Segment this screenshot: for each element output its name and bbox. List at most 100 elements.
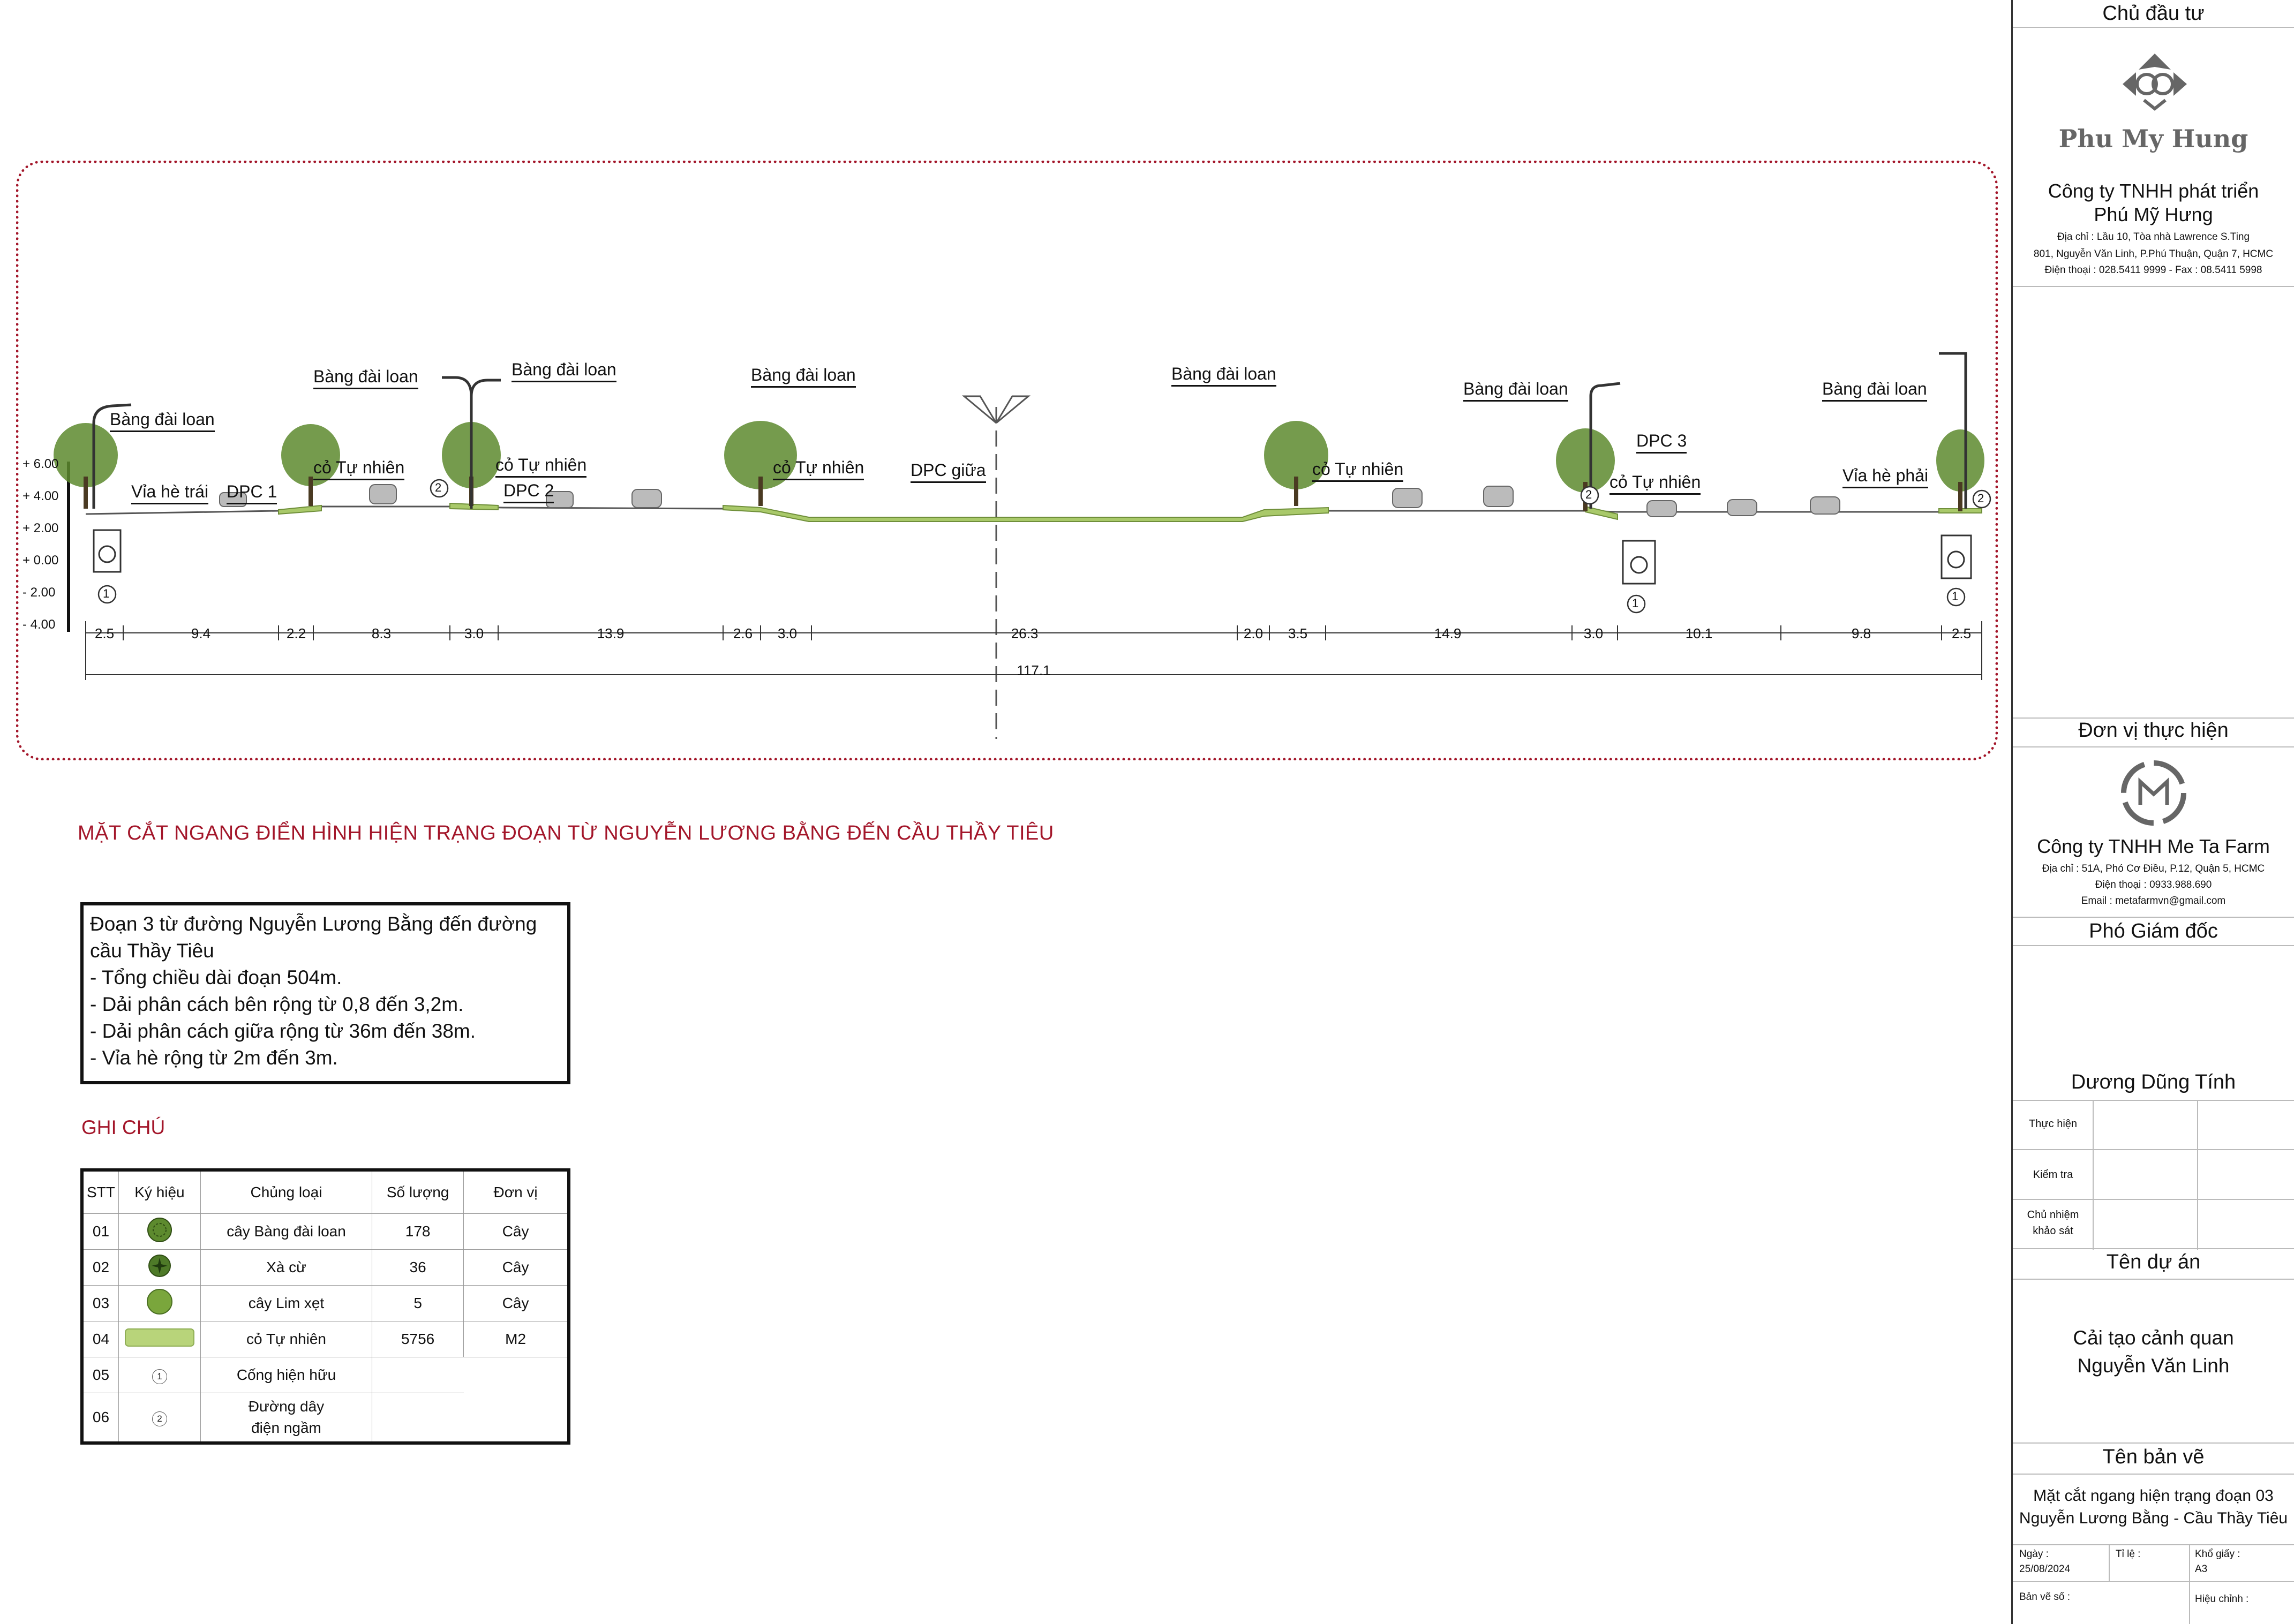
grass-label: cỏ Tự nhiên bbox=[773, 458, 864, 480]
row-stt: 01 bbox=[81, 1213, 119, 1250]
tree-label: Bàng đài loan bbox=[1171, 364, 1276, 387]
header-don-vi: Đơn vị bbox=[463, 1169, 569, 1214]
date-value: 25/08/2024 bbox=[2019, 1563, 2071, 1575]
contractor-phone: Điện thoại : 0933.988.690 bbox=[2095, 879, 2212, 890]
phu-my-hung-logo-icon bbox=[2123, 54, 2187, 111]
project-name: Cải tạo cảnh quan bbox=[2073, 1327, 2234, 1349]
culvert-marker-icon: 1 bbox=[152, 1369, 167, 1384]
table-row: 06 2 Đường dây điện ngầm bbox=[81, 1393, 569, 1444]
grass-label: cỏ Tự nhiên bbox=[313, 458, 405, 480]
divider bbox=[2013, 1100, 2294, 1101]
scale-label: - 4.00 bbox=[22, 617, 56, 632]
row-qty: 178 bbox=[372, 1213, 464, 1250]
dimension-value: 13.9 bbox=[597, 625, 625, 641]
row-name: Cống hiện hữu bbox=[200, 1357, 373, 1393]
legend-table: STT Ký hiệu Chủng loại Số lượng Đơn vị 0… bbox=[80, 1168, 570, 1445]
divider bbox=[2013, 746, 2294, 747]
divider bbox=[2013, 286, 2294, 287]
table-row: 04 cỏ Tự nhiên 5756 M2 bbox=[81, 1321, 569, 1357]
dimension-value: 2.0 bbox=[1243, 625, 1263, 641]
tree-star-icon bbox=[148, 1254, 171, 1277]
scale-label: + 6.00 bbox=[22, 457, 59, 471]
row-stt: 03 bbox=[81, 1285, 119, 1321]
row-unit: Cây bbox=[463, 1285, 569, 1321]
dpc-giua-label: DPC giữa bbox=[911, 460, 986, 483]
scale-label: + 2.00 bbox=[22, 521, 59, 535]
cross-section-drawing bbox=[54, 352, 1991, 739]
marker-number: 2 bbox=[1585, 488, 1592, 501]
row-name: Đường dây điện ngầm bbox=[200, 1393, 373, 1444]
row-unit: M2 bbox=[463, 1321, 569, 1357]
investor-name: Công ty TNHH phát triển bbox=[2048, 180, 2259, 202]
section-title: MẶT CẮT NGANG ĐIỂN HÌNH HIỆN TRẠNG ĐOẠN … bbox=[78, 822, 1054, 844]
row-unit bbox=[464, 1357, 569, 1393]
investor-heading: Chủ đầu tư bbox=[2102, 2, 2205, 25]
header-so-luong: Số lượng bbox=[372, 1169, 464, 1214]
tree-label: Bàng đài loan bbox=[1822, 379, 1927, 402]
dimension-value: 2.5 bbox=[1951, 625, 1972, 641]
tree-dark-icon bbox=[147, 1217, 172, 1242]
investor-address: Địa chỉ : Lầu 10, Tòa nhà Lawrence S.Tin… bbox=[2057, 231, 2250, 243]
marker-number: 2 bbox=[1977, 492, 1984, 505]
dimension-value: 26.3 bbox=[1011, 625, 1039, 641]
info-line: - Dải phân cách giữa rộng từ 36m đến 38m… bbox=[90, 1020, 476, 1042]
table-row: 02 Xà cừ 36 Cây bbox=[81, 1249, 569, 1286]
row-name: cỏ Tự nhiên bbox=[200, 1321, 373, 1357]
divider bbox=[2013, 1544, 2294, 1545]
dimension-value: 10.1 bbox=[1685, 625, 1713, 641]
project-name: Nguyễn Văn Linh bbox=[2077, 1355, 2230, 1377]
grass-strips bbox=[278, 502, 1982, 522]
table-row: 01 cây Bàng đài loan 178 Cây bbox=[81, 1213, 569, 1250]
project-heading: Tên dự án bbox=[2106, 1251, 2201, 1273]
contractor-name: Công ty TNHH Me Ta Farm bbox=[2037, 835, 2270, 857]
divider bbox=[2013, 27, 2294, 28]
cable-marker-icon: 2 bbox=[152, 1411, 167, 1426]
row-stt: 04 bbox=[81, 1321, 119, 1357]
divider bbox=[2013, 917, 2294, 918]
contractor-address: Địa chỉ : 51A, Phó Cơ Điều, P.12, Quận 5… bbox=[2042, 863, 2265, 874]
legend-title: GHI CHÚ bbox=[81, 1116, 166, 1138]
info-line: - Vỉa hè rộng từ 2m đến 3m. bbox=[90, 1047, 338, 1069]
scale-label: - 2.00 bbox=[22, 585, 56, 600]
symbol-cell: 1 bbox=[118, 1357, 201, 1393]
sig-thuc-hien: Thực hiện bbox=[2028, 1118, 2078, 1130]
tree-label: Bàng đài loan bbox=[512, 360, 616, 382]
row-stt: 05 bbox=[81, 1357, 119, 1393]
row-qty: 36 bbox=[372, 1249, 464, 1286]
dimension-value: 3.5 bbox=[1288, 625, 1308, 641]
grass-label: cỏ Tự nhiên bbox=[1312, 459, 1404, 482]
row-stt: 02 bbox=[81, 1249, 119, 1286]
grass-label: cỏ Tự nhiên bbox=[495, 455, 587, 478]
header-chung-loai: Chủng loại bbox=[200, 1169, 373, 1214]
row-unit bbox=[464, 1393, 569, 1444]
tree-label: Bàng đài loan bbox=[313, 367, 418, 389]
row-unit: Cây bbox=[463, 1213, 569, 1250]
culverts bbox=[93, 529, 1972, 585]
scale-label: + 4.00 bbox=[22, 489, 59, 503]
signature-grid bbox=[2013, 1100, 2294, 1250]
dimension-value: 9.4 bbox=[191, 625, 211, 641]
street-lamps bbox=[92, 352, 1967, 509]
metafarm-logo-icon bbox=[2121, 760, 2186, 826]
marker-number: 2 bbox=[435, 481, 442, 494]
drawing-name: Nguyễn Lương Bằng - Cầu Thầy Tiêu bbox=[2019, 1509, 2288, 1527]
row-name: cây Bàng đài loan bbox=[200, 1213, 373, 1250]
deputy-director-heading: Phó Giám đốc bbox=[2089, 920, 2218, 942]
symbol-cell bbox=[118, 1213, 201, 1250]
via-he-phai-label: Vỉa hè phải bbox=[1842, 466, 1929, 488]
legend-header: STT Ký hiệu Chủng loại Số lượng Đơn vị bbox=[81, 1169, 569, 1214]
sig-chu-nhiem: Chủ nhiệm bbox=[2027, 1209, 2079, 1221]
dimension-value: 3.0 bbox=[1583, 625, 1604, 641]
signer-name: Dương Dũng Tính bbox=[2071, 1071, 2236, 1093]
divider bbox=[2013, 945, 2294, 946]
revision-label: Hiệu chỉnh : bbox=[2195, 1593, 2249, 1605]
median-lamp bbox=[961, 395, 1031, 424]
marker-number: 1 bbox=[1952, 590, 1959, 603]
paper-size-value: A3 bbox=[2195, 1563, 2208, 1575]
info-line: cầu Thầy Tiêu bbox=[90, 940, 214, 962]
markers bbox=[97, 479, 1991, 614]
header-stt: STT bbox=[81, 1169, 119, 1214]
contractor-heading: Đơn vị thực hiện bbox=[2078, 719, 2229, 742]
divider bbox=[2013, 1474, 2294, 1475]
tree-label: Bàng đài loan bbox=[751, 365, 856, 388]
